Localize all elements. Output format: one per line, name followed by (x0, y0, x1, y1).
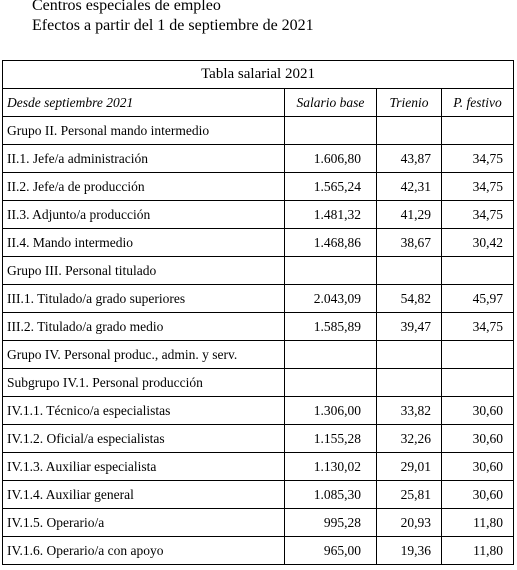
table-row: Subgrupo IV.1. Personal producción (2, 368, 515, 397)
row-label: II.2. Jefe/a de producción (2, 172, 285, 201)
trienio-cell: 42,31 (376, 172, 442, 201)
column-header-trienio: Trienio (376, 88, 442, 117)
row-label: IV.1.1. Técnico/a especialistas (2, 396, 285, 425)
p-festivo-cell (440, 116, 515, 145)
row-label: Grupo III. Personal titulado (2, 256, 285, 285)
salary-table: Tabla salarial 2021 Desde septiembre 202… (1, 60, 515, 565)
table-row: II.4. Mando intermedio 1.468,86 38,67 30,42 (2, 228, 515, 257)
table-row: II.1. Jefe/a administración 1.606,80 43,87… (2, 144, 515, 173)
salario-base-cell: 1.481,32 (284, 200, 377, 229)
document-header: Centros especiales de empleo Efectos a p… (32, 0, 314, 36)
row-label: IV.1.3. Auxiliar especialista (2, 452, 285, 481)
row-label: IV.1.4. Auxiliar general (2, 480, 285, 509)
p-festivo-cell: 34,75 (440, 312, 515, 341)
row-label: Grupo II. Personal mando intermedio (2, 116, 285, 145)
header-line-2: Efectos a partir del 1 de septiembre de … (32, 17, 314, 34)
p-festivo-cell: 30,60 (440, 452, 515, 481)
p-festivo-cell: 30,60 (440, 396, 515, 425)
row-label: Subgrupo IV.1. Personal producción (2, 368, 285, 397)
trienio-cell (376, 116, 442, 145)
salario-base-cell (284, 256, 377, 285)
table-row: Grupo II. Personal mando intermedio (2, 116, 515, 145)
salario-base-cell: 1.606,80 (284, 144, 377, 173)
table-row: IV.1.3. Auxiliar especialista 1.130,02 29,… (2, 452, 515, 481)
trienio-cell: 33,82 (376, 396, 442, 425)
trienio-cell: 38,67 (376, 228, 442, 257)
column-header-period: Desde septiembre 2021 (2, 88, 285, 117)
p-festivo-cell: 34,75 (440, 144, 515, 173)
salario-base-cell: 2.043,09 (284, 284, 377, 313)
salario-base-cell: 1.306,00 (284, 396, 377, 425)
p-festivo-cell: 30,42 (440, 228, 515, 257)
trienio-cell: 39,47 (376, 312, 442, 341)
p-festivo-cell: 34,75 (440, 200, 515, 229)
salario-base-cell: 1.468,86 (284, 228, 377, 257)
row-label: III.2. Titulado/a grado medio (2, 312, 285, 341)
trienio-cell: 43,87 (376, 144, 442, 173)
row-label: Grupo IV. Personal produc., admin. y ser… (2, 340, 285, 369)
salario-base-cell: 1.130,02 (284, 452, 377, 481)
salario-base-cell: 1.585,89 (284, 312, 377, 341)
trienio-cell (376, 368, 442, 397)
table-row: IV.1.6. Operario/a con apoyo 965,00 19,36 1… (2, 536, 515, 565)
salario-base-cell: 965,00 (284, 536, 377, 565)
salario-base-cell (284, 116, 377, 145)
row-label: II.4. Mando intermedio (2, 228, 285, 257)
trienio-cell: 41,29 (376, 200, 442, 229)
salario-base-cell: 1.155,28 (284, 424, 377, 453)
header-line-1: Centros especiales de empleo (32, 0, 221, 14)
table-row: IV.1.5. Operario/a 995,28 20,93 11,80 (2, 508, 515, 537)
row-label: II.3. Adjunto/a producción (2, 200, 285, 229)
row-label: II.1. Jefe/a administración (2, 144, 285, 173)
salario-base-cell: 1.565,24 (284, 172, 377, 201)
p-festivo-cell: 30,60 (440, 424, 515, 453)
trienio-cell: 25,81 (376, 480, 442, 509)
table-row: Grupo III. Personal titulado (2, 256, 515, 285)
p-festivo-cell (440, 256, 515, 285)
row-label: IV.1.5. Operario/a (2, 508, 285, 537)
p-festivo-cell (440, 340, 515, 369)
table-row: III.1. Titulado/a grado superiores 2.043,… (2, 284, 515, 313)
p-festivo-cell: 11,80 (440, 536, 515, 565)
table-row: Grupo IV. Personal produc., admin. y ser… (2, 340, 515, 369)
table-row: IV.1.2. Oficial/a especialistas 1.155,28 3… (2, 424, 515, 453)
trienio-cell: 20,93 (376, 508, 442, 537)
salario-base-cell: 1.085,30 (284, 480, 377, 509)
trienio-cell (376, 256, 442, 285)
salario-base-cell: 995,28 (284, 508, 377, 537)
table-row: IV.1.1. Técnico/a especialistas 1.306,00 3… (2, 396, 515, 425)
row-label: III.1. Titulado/a grado superiores (2, 284, 285, 313)
row-label: IV.1.2. Oficial/a especialistas (2, 424, 285, 453)
table-row: III.2. Titulado/a grado medio 1.585,89 39,… (2, 312, 515, 341)
table-row: IV.1.4. Auxiliar general 1.085,30 25,81 30,… (2, 480, 515, 509)
trienio-cell: 54,82 (376, 284, 442, 313)
salario-base-cell (284, 340, 377, 369)
column-header-p-festivo: P. festivo (440, 88, 515, 117)
p-festivo-cell: 45,97 (440, 284, 515, 313)
trienio-cell (376, 340, 442, 369)
table-row: II.3. Adjunto/a producción 1.481,32 41,29 3… (2, 200, 515, 229)
table-title: Tabla salarial 2021 (1, 60, 515, 89)
trienio-cell: 29,01 (376, 452, 442, 481)
p-festivo-cell: 11,80 (440, 508, 515, 537)
column-header-salario-base: Salario base (284, 88, 377, 117)
trienio-cell: 19,36 (376, 536, 442, 565)
p-festivo-cell (440, 368, 515, 397)
salario-base-cell (284, 368, 377, 397)
table-row: II.2. Jefe/a de producción 1.565,24 42,31 3… (2, 172, 515, 201)
p-festivo-cell: 34,75 (440, 172, 515, 201)
column-header-row: Desde septiembre 2021 Salario base Trien… (2, 88, 515, 117)
table-title-row: Tabla salarial 2021 (1, 60, 515, 89)
row-label: IV.1.6. Operario/a con apoyo (2, 536, 285, 565)
trienio-cell: 32,26 (376, 424, 442, 453)
p-festivo-cell: 30,60 (440, 480, 515, 509)
